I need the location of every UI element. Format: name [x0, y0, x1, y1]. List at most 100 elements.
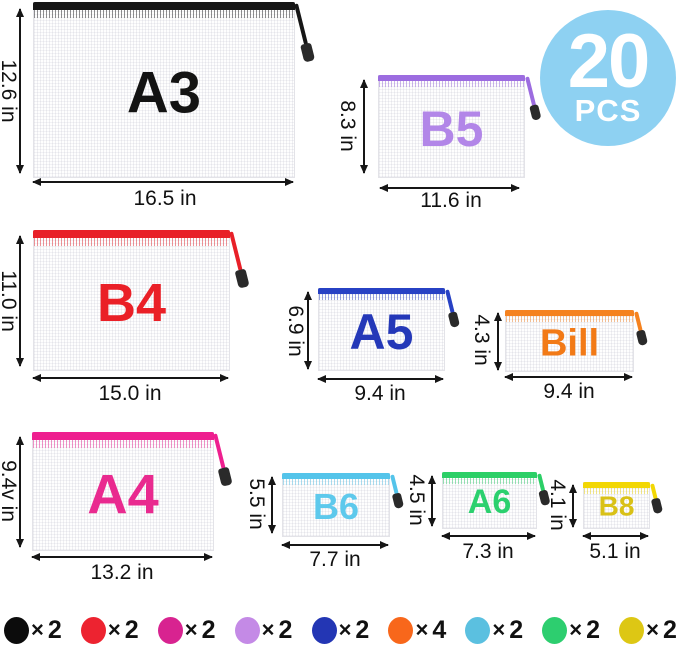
width-dimension: 7.3 in: [462, 540, 514, 563]
color-dot: [4, 616, 29, 644]
width-arrow: [31, 553, 213, 561]
zipper-pull-icon: [387, 474, 405, 510]
zipper-strip: [33, 2, 295, 10]
times-symbol: ×: [31, 617, 44, 642]
legend-item: × 2: [4, 616, 62, 645]
times-symbol: ×: [646, 617, 659, 642]
color-dot: [157, 616, 183, 644]
count: 4: [432, 615, 447, 644]
color-dot: [388, 616, 414, 644]
height-dimension: 4.3 in: [470, 314, 493, 366]
zipper-teeth: [506, 316, 633, 322]
size-label: A5: [349, 304, 414, 360]
legend-item: × 2: [80, 615, 139, 645]
zipper-strip: [32, 432, 214, 440]
legend-item: × 2: [619, 616, 677, 645]
height-dimension: 4.5 in: [405, 474, 428, 526]
width-arrow: [504, 373, 633, 381]
height-arrow: [16, 8, 24, 174]
zipper-pull-icon: [631, 311, 649, 347]
zipper-pull-icon: [522, 76, 542, 121]
height-arrow: [569, 484, 577, 528]
width-arrow: [379, 184, 520, 192]
width-dimension: 16.5 in: [133, 187, 197, 210]
color-dot: [542, 616, 568, 644]
times-symbol: ×: [107, 617, 121, 642]
zipper-teeth: [379, 81, 524, 87]
size-label: Bill: [539, 321, 600, 364]
width-dimension: 5.1 in: [589, 540, 641, 563]
count: 2: [586, 615, 600, 644]
width-arrow: [441, 532, 536, 540]
legend-item: × 2: [311, 615, 370, 645]
height-arrow: [268, 476, 276, 534]
zipper-strip: [378, 75, 525, 81]
zipper-teeth: [584, 488, 649, 494]
height-dimension: 11.0 in: [0, 270, 20, 332]
width-arrow: [317, 375, 444, 383]
size-label: B6: [312, 485, 360, 527]
pouch-a4: A4: [32, 432, 233, 551]
pouch-b4: B4: [33, 230, 250, 371]
height-dimension: 6.9 in: [284, 305, 307, 357]
count: 2: [278, 615, 293, 644]
width-arrow: [582, 532, 649, 540]
zipper-strip: [33, 230, 230, 238]
zipper-strip: [505, 310, 634, 316]
pouch-a6: A6: [442, 472, 551, 529]
legend-item: × 2: [234, 615, 293, 645]
width-dimension: 11.6 in: [420, 189, 482, 212]
pouch-a3: A3: [33, 2, 316, 178]
height-arrow: [16, 436, 24, 548]
badge-unit: PCS: [574, 93, 642, 129]
color-dot: [311, 616, 337, 644]
zipper-strip: [583, 482, 650, 488]
height-arrow: [494, 312, 502, 371]
zipper-pull-icon: [647, 483, 664, 515]
zipper-pull-icon: [290, 3, 316, 63]
zipper-teeth: [283, 479, 389, 485]
zipper-teeth: [34, 238, 229, 246]
pcs-badge: 20 PCS: [540, 10, 676, 146]
zipper-pull-icon: [442, 289, 461, 328]
pouch-b8: B8: [583, 482, 664, 529]
size-label: B8: [598, 490, 635, 522]
height-dimension: 12.6 in: [0, 59, 20, 123]
width-dimension: 13.2 in: [90, 561, 154, 584]
width-arrow: [281, 541, 389, 549]
width-dimension: 9.4 in: [354, 382, 406, 405]
zipper-strip: [442, 472, 537, 478]
size-label: B5: [419, 101, 484, 157]
height-dimension: 8.3 in: [336, 100, 359, 152]
size-label: B4: [96, 273, 167, 334]
legend-item: × 2: [465, 616, 523, 645]
height-arrow: [16, 235, 24, 367]
height-dimension: 4.1 in: [546, 479, 569, 531]
color-dot: [234, 616, 260, 644]
zipper-teeth: [34, 10, 294, 18]
color-dot: [80, 616, 106, 644]
times-symbol: ×: [492, 617, 506, 642]
count: 2: [509, 615, 524, 644]
count: 2: [124, 615, 139, 644]
color-dot: [619, 616, 645, 644]
zipper-strip: [282, 473, 390, 479]
zipper-strip: [318, 288, 445, 294]
width-dimension: 15.0 in: [98, 382, 162, 405]
count: 2: [355, 615, 370, 644]
times-symbol: ×: [184, 617, 198, 642]
width-arrow: [32, 178, 294, 186]
height-arrow: [428, 475, 436, 527]
zipper-teeth: [319, 294, 444, 300]
width-dimension: 7.7 in: [309, 548, 361, 571]
height-dimension: 9.4v in: [0, 460, 20, 522]
times-symbol: ×: [338, 617, 352, 642]
pouch-a5: A5: [318, 288, 461, 371]
color-dot: [465, 616, 491, 644]
count: 2: [47, 615, 62, 644]
times-symbol: ×: [415, 617, 429, 642]
width-dimension: 9.4 in: [543, 380, 595, 403]
count: 2: [662, 615, 677, 644]
legend-item: × 2: [157, 616, 216, 645]
